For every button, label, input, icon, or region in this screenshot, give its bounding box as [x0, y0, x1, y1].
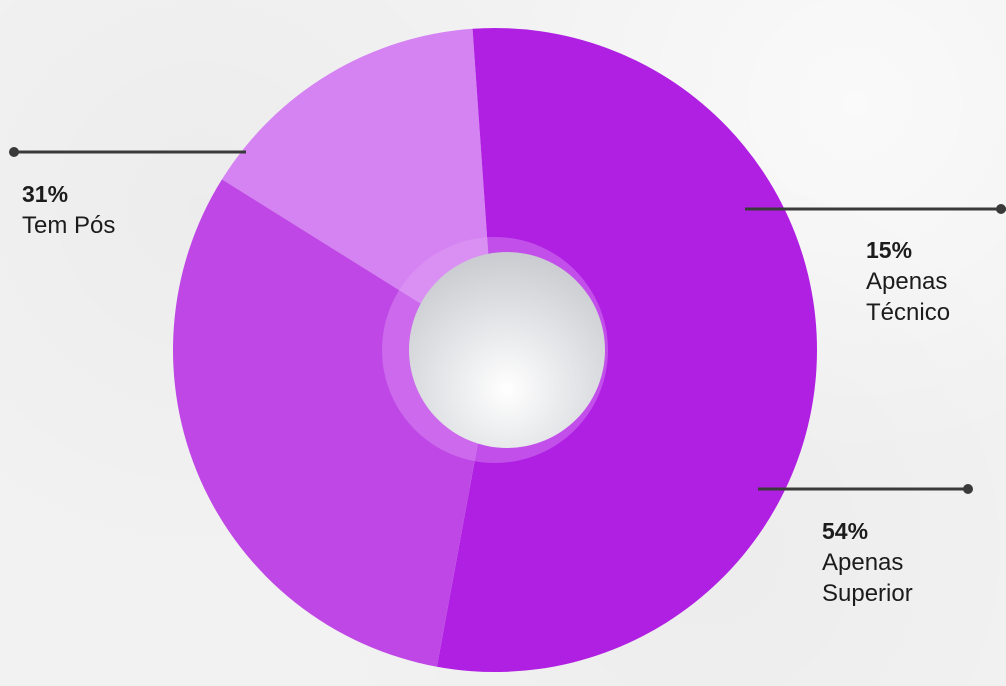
slice-percent: 15% [866, 237, 913, 263]
leader-apenas-superior-dot [963, 484, 973, 494]
center-hole [409, 252, 605, 448]
leader-tem-pos-dot [9, 147, 19, 157]
leader-apenas-tecnico-dot [996, 204, 1006, 214]
slice-label-apenas-tecnico: 15% Apenas Técnico [866, 236, 950, 328]
slice-tem-pos [173, 179, 495, 667]
slice-percent: 31% [22, 181, 69, 207]
slice-name-line: Técnico [866, 299, 951, 327]
slice-percent: 54% [822, 518, 869, 544]
slice-name-line: Apenas [866, 267, 948, 295]
slice-label-tem-pos: 31% Tem Pós [22, 180, 115, 241]
slice-apenas-superior [436, 28, 817, 673]
slice-name-line: Superior [822, 580, 913, 608]
slice-name-line: Apenas [822, 548, 904, 576]
slice-label-apenas-superior: 54% Apenas Superior [822, 517, 913, 609]
slice-apenas-tecnico [221, 28, 495, 351]
slice-name-line: Tem Pós [22, 211, 116, 239]
